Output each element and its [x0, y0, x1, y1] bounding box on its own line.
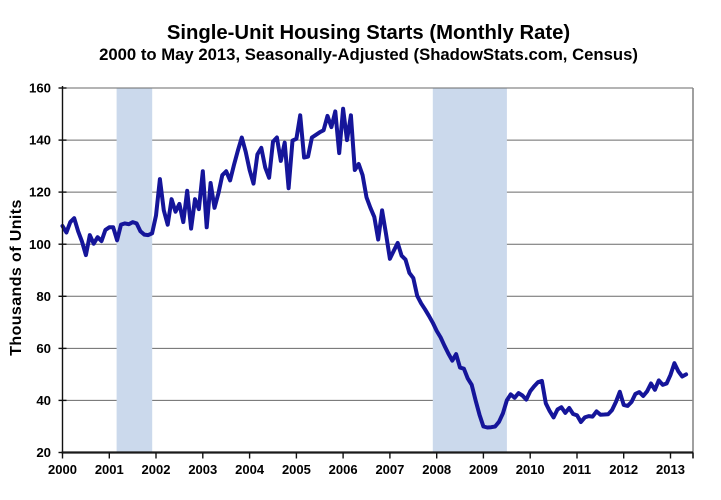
svg-text:2008: 2008	[422, 462, 451, 477]
svg-text:2000: 2000	[48, 462, 77, 477]
svg-text:2003: 2003	[188, 462, 217, 477]
svg-text:Thousands of Units: Thousands of Units	[8, 199, 25, 356]
svg-text:40: 40	[36, 393, 51, 408]
svg-text:2005: 2005	[282, 462, 311, 477]
svg-text:20: 20	[36, 445, 51, 460]
svg-text:140: 140	[29, 133, 51, 148]
svg-text:60: 60	[36, 341, 51, 356]
svg-text:2006: 2006	[329, 462, 358, 477]
svg-text:80: 80	[36, 289, 51, 304]
svg-text:2010: 2010	[516, 462, 545, 477]
svg-text:120: 120	[29, 185, 51, 200]
svg-text:2013: 2013	[656, 462, 685, 477]
svg-text:2004: 2004	[235, 462, 265, 477]
svg-text:2012: 2012	[609, 462, 638, 477]
svg-text:2001: 2001	[95, 462, 124, 477]
svg-text:160: 160	[29, 81, 51, 96]
svg-text:2007: 2007	[375, 462, 404, 477]
svg-text:100: 100	[29, 237, 51, 252]
svg-text:2002: 2002	[142, 462, 171, 477]
svg-text:2011: 2011	[563, 462, 591, 477]
svg-text:2009: 2009	[469, 462, 498, 477]
